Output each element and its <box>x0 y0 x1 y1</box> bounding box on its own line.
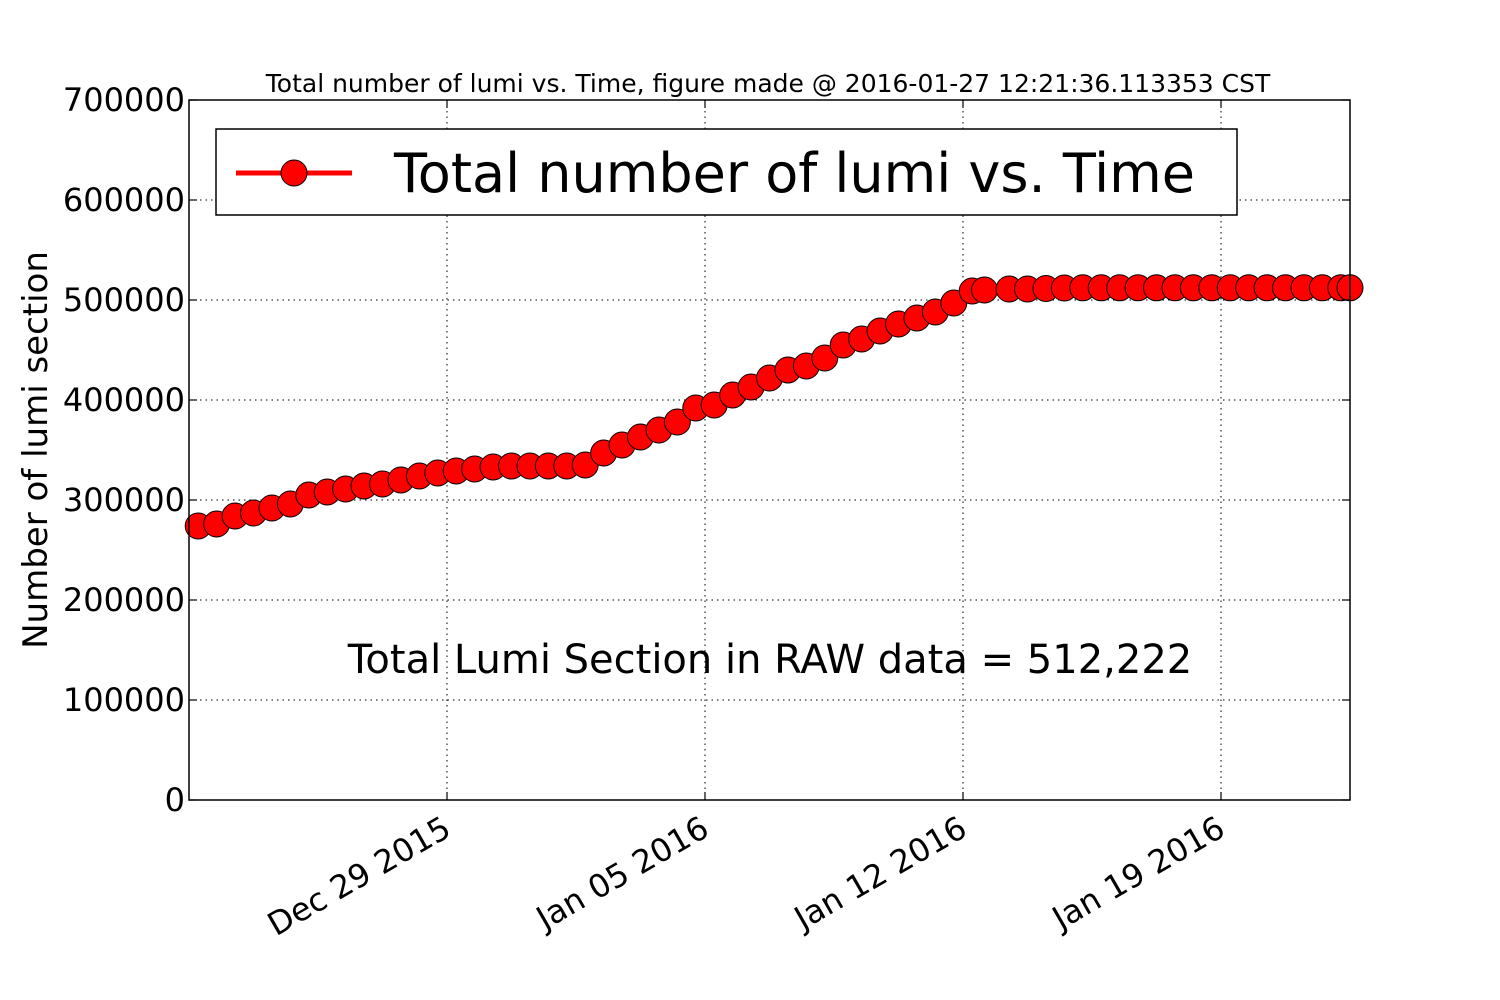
y-axis-label: Number of lumi section <box>16 251 56 649</box>
data-point <box>971 276 998 304</box>
y-tick-label: 0 <box>165 781 185 819</box>
x-tick-label: Jan 19 2016 <box>1044 808 1231 938</box>
x-tick-label: Jan 12 2016 <box>786 808 973 938</box>
y-tick-label: 400000 <box>63 381 185 419</box>
legend-marker-swatch <box>280 159 308 187</box>
data-point <box>663 408 691 436</box>
y-tick-label: 700000 <box>63 81 185 119</box>
legend-box <box>215 128 1238 216</box>
y-tick-label: 200000 <box>63 581 185 619</box>
y-tick-label: 500000 <box>63 281 185 319</box>
y-tick-label: 300000 <box>63 481 185 519</box>
legend: Total number of lumi vs. Time <box>215 128 1238 216</box>
x-tick-label: Jan 05 2016 <box>528 808 715 938</box>
legend-label: Total number of lumi vs. Time <box>393 142 1195 205</box>
y-tick-label: 600000 <box>63 181 185 219</box>
x-tick-label: Dec 29 2015 <box>261 808 457 943</box>
chart-title: Total number of lumi vs. Time, figure ma… <box>265 69 1271 98</box>
plot-frame <box>188 99 1351 801</box>
y-tick-label: 100000 <box>63 681 185 719</box>
total-annotation: Total Lumi Section in RAW data = 512,222 <box>347 637 1192 683</box>
data-point <box>811 344 839 372</box>
series-group <box>184 274 1364 540</box>
